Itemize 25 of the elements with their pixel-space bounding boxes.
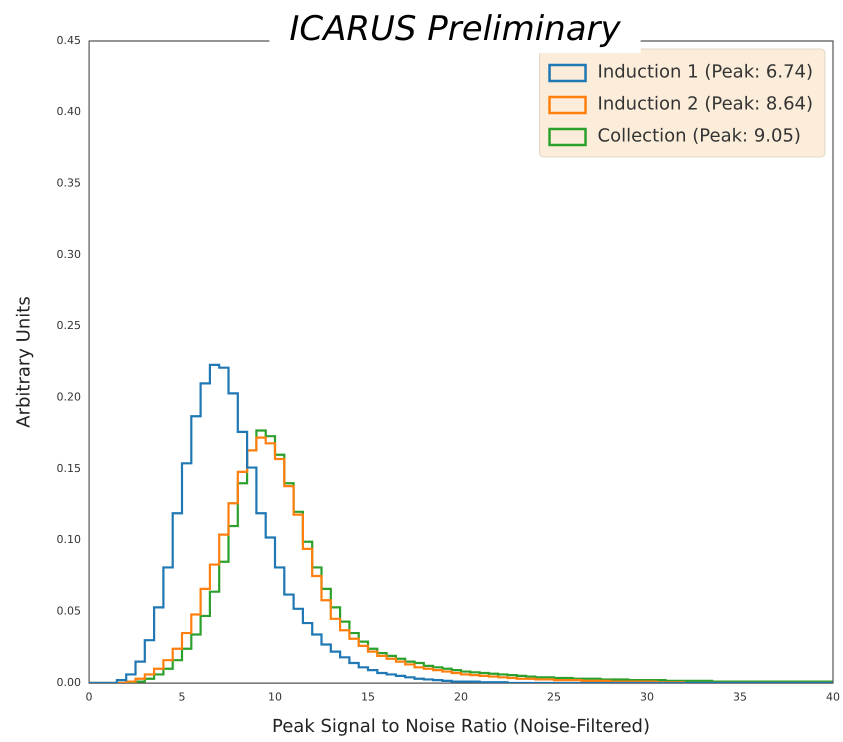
x-tick-label: 10 bbox=[268, 690, 282, 704]
x-tick-label: 5 bbox=[178, 690, 186, 704]
x-tick-label: 30 bbox=[640, 690, 654, 704]
y-tick-label: 0.45 bbox=[56, 34, 81, 47]
x-tick-label: 0 bbox=[86, 690, 92, 704]
x-tick-label: 40 bbox=[826, 690, 840, 704]
y-tick-label: 0.40 bbox=[56, 105, 81, 118]
x-tick-label: 15 bbox=[361, 690, 375, 704]
x-axis-title: Peak Signal to Noise Ratio (Noise-Filtered) bbox=[272, 716, 650, 737]
y-tick-label: 0.35 bbox=[56, 176, 81, 190]
y-tick-label: 0.10 bbox=[56, 533, 81, 546]
x-tick-label: 25 bbox=[547, 690, 561, 704]
x-tick-label: 20 bbox=[454, 690, 468, 704]
y-tick-label: 0.15 bbox=[56, 462, 81, 475]
legend-label: Induction 2 (Peak: 8.64) bbox=[598, 94, 814, 115]
x-tick-label: 35 bbox=[733, 690, 747, 704]
y-axis-title: Arbitrary Units bbox=[13, 296, 34, 428]
legend-label: Collection (Peak: 9.05) bbox=[598, 126, 801, 147]
y-tick-label: 0.20 bbox=[56, 390, 81, 404]
y-tick-label: 0.30 bbox=[56, 248, 81, 261]
y-tick-label: 0.25 bbox=[56, 319, 81, 332]
chart-title: ICARUS Preliminary bbox=[289, 8, 622, 49]
y-tick-label: 0.05 bbox=[56, 604, 81, 618]
y-tick-label: 0.00 bbox=[56, 676, 81, 689]
legend-label: Induction 1 (Peak: 6.74) bbox=[598, 62, 814, 83]
